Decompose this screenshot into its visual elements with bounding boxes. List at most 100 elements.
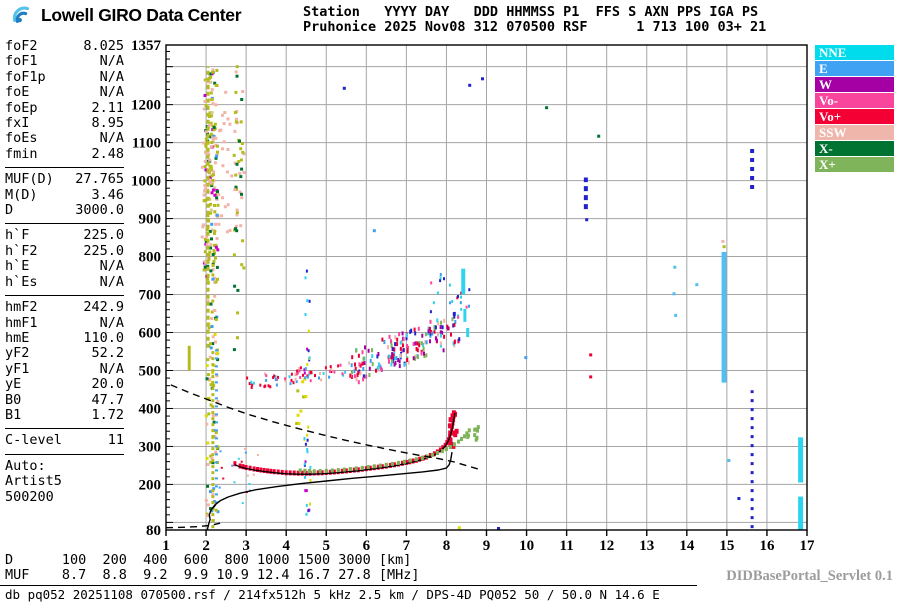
svg-text:400: 400 xyxy=(139,401,162,417)
param-label: h`F xyxy=(5,227,30,244)
svg-text:16: 16 xyxy=(759,538,775,554)
param-label: foF1p xyxy=(5,68,46,85)
param-label: M(D) xyxy=(5,186,38,203)
svg-text:5: 5 xyxy=(323,538,331,554)
param-label: hmF2 xyxy=(5,299,38,316)
param-value: 27.765 xyxy=(75,171,124,188)
param-value: 1.72 xyxy=(91,406,124,423)
svg-text:15: 15 xyxy=(719,538,734,554)
distance-muf-table: D 100 200 400 600 800 1000 1500 3000 [km… xyxy=(5,552,420,583)
param-label: yE xyxy=(5,376,22,393)
svg-text:10: 10 xyxy=(519,538,534,554)
legend-item-e: E xyxy=(815,61,894,76)
param-label: h`F2 xyxy=(5,242,38,259)
param-value: 225.0 xyxy=(83,227,124,244)
svg-text:1100: 1100 xyxy=(132,136,161,152)
param-row-hes: h`Es N/A xyxy=(5,273,124,290)
auto-scaler-line-1: Artist5 xyxy=(5,473,62,490)
panel-separator xyxy=(5,223,124,225)
param-row-fof1p: foF1p N/A xyxy=(5,68,124,85)
param-label: foEp xyxy=(5,99,38,116)
param-row-fmin: fmin 2.48 xyxy=(5,146,124,162)
svg-text:9: 9 xyxy=(483,538,491,554)
param-value: N/A xyxy=(99,84,124,101)
svg-text:800: 800 xyxy=(139,250,162,266)
svg-text:600: 600 xyxy=(139,326,162,342)
svg-text:1000: 1000 xyxy=(131,174,161,190)
param-row-fof1: foF1 N/A xyxy=(5,53,124,70)
param-row-yf2: yF2 52.2 xyxy=(5,345,124,362)
svg-text:14: 14 xyxy=(679,538,695,554)
panel-separator xyxy=(5,428,124,430)
param-value: 8.95 xyxy=(91,115,124,132)
giro-logo-icon xyxy=(12,6,30,23)
param-row-clevel: C-level 11 xyxy=(5,432,124,449)
param-value: 8.025 xyxy=(83,38,124,54)
logo-text: Lowell GIRO Data Center xyxy=(41,4,242,25)
param-value: N/A xyxy=(99,273,124,290)
legend-item-voplus: Vo+ xyxy=(815,109,894,124)
param-value: N/A xyxy=(99,258,124,275)
station-header: Station YYYY DAY DDD HHMMSS P1 FFS S AXN… xyxy=(303,5,766,35)
param-value: 3000.0 xyxy=(75,202,124,219)
param-value: 11 xyxy=(107,432,124,449)
svg-text:8: 8 xyxy=(443,538,451,554)
svg-text:3: 3 xyxy=(242,538,250,554)
param-row-b1: B1 1.72 xyxy=(5,406,124,423)
echo-type-legend: NNE E W Vo- Vo+ SSW X- X+ xyxy=(815,45,894,173)
param-row-mufd: MUF(D) 27.765 xyxy=(5,171,124,188)
legend-item-w: W xyxy=(815,77,894,92)
param-label: foF2 xyxy=(5,38,38,54)
param-row-yf1: yF1 N/A xyxy=(5,361,124,377)
param-label: foE xyxy=(5,84,30,101)
param-value: 47.7 xyxy=(91,391,124,408)
station-header-columns: Station YYYY DAY DDD HHMMSS P1 FFS S AXN… xyxy=(303,4,759,20)
legend-item-nne: NNE xyxy=(815,45,894,60)
param-label: B0 xyxy=(5,391,22,408)
param-row-d: D 3000.0 xyxy=(5,202,124,219)
param-row-b0: B0 47.7 xyxy=(5,391,124,408)
param-row-hf: h`F 225.0 xyxy=(5,227,124,244)
param-label: fxI xyxy=(5,115,30,132)
param-label: MUF(D) xyxy=(5,171,54,188)
param-label: h`E xyxy=(5,258,30,275)
param-value: 242.9 xyxy=(83,299,124,316)
svg-text:17: 17 xyxy=(800,538,816,554)
param-value: 110.0 xyxy=(83,329,124,346)
param-label: yF2 xyxy=(5,345,30,362)
svg-text:80: 80 xyxy=(146,523,161,539)
param-label: foF1 xyxy=(5,53,38,70)
param-row-foe: foE N/A xyxy=(5,84,124,101)
svg-text:500: 500 xyxy=(139,363,162,379)
panel-separator xyxy=(5,295,124,297)
svg-text:13: 13 xyxy=(639,538,654,554)
status-bar: db pq052 20251108 070500.rsf / 214fx512h… xyxy=(5,587,660,602)
param-label: foEs xyxy=(5,130,38,147)
svg-text:4: 4 xyxy=(282,538,290,554)
station-header-values: Pruhonice 2025 Nov08 312 070500 RSF 1 71… xyxy=(303,19,767,35)
param-value: 52.2 xyxy=(91,345,124,362)
parameter-panel: foF2 8.025 foF1 N/A foF1p N/A foE N/A foEp 2.11 fx… xyxy=(5,38,124,505)
panel-separator xyxy=(5,453,124,455)
param-row-hmf1: hmF1 N/A xyxy=(5,314,124,331)
param-label: hmE xyxy=(5,329,30,346)
legend-item-xminus: X- xyxy=(815,141,894,156)
servlet-version-label: DIDBasePortal_Servlet 0.1 xyxy=(726,568,893,584)
svg-text:11: 11 xyxy=(560,538,574,554)
svg-text:12: 12 xyxy=(599,538,614,554)
param-value: 20.0 xyxy=(91,376,124,393)
param-label: B1 xyxy=(5,406,22,423)
legend-item-xplus: X+ xyxy=(815,157,894,172)
param-row-hf2: h`F2 225.0 xyxy=(5,242,124,259)
param-row-hmf2: hmF2 242.9 xyxy=(5,299,124,316)
param-label: hmF1 xyxy=(5,314,38,331)
divider-line xyxy=(0,585,697,586)
logo: Lowell GIRO Data Center xyxy=(8,4,242,26)
param-row-ye: yE 20.0 xyxy=(5,376,124,393)
param-label: D xyxy=(5,202,14,219)
param-row-hme: hmE 110.0 xyxy=(5,329,124,346)
svg-text:1357: 1357 xyxy=(131,38,162,54)
param-label: h`Es xyxy=(5,273,38,290)
param-row-fof2: foF2 8.025 xyxy=(5,38,124,54)
